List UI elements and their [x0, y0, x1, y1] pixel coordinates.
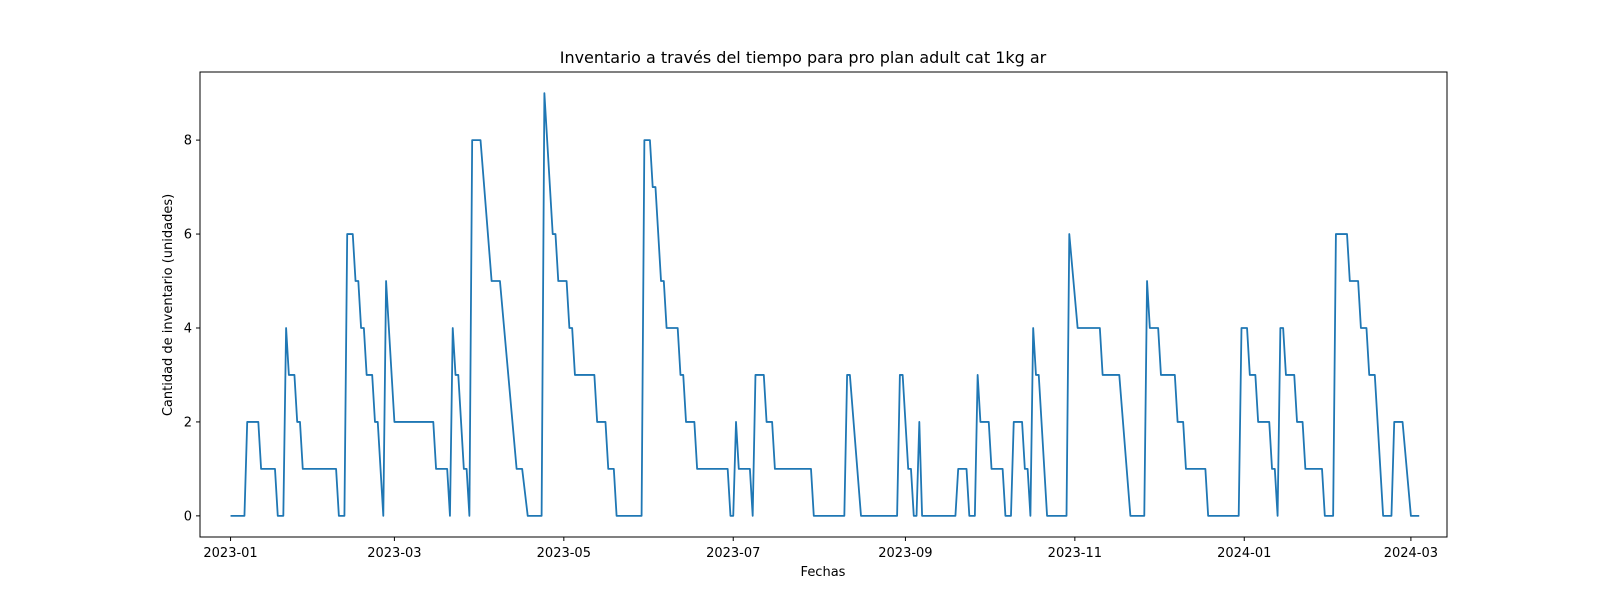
x-tick-label: 2023-05	[537, 546, 591, 561]
y-tick-label: 8	[184, 134, 192, 149]
x-axis-label: Fechas	[801, 565, 846, 580]
x-tick-label: 2023-09	[878, 546, 932, 561]
series-layer	[230, 92, 1420, 517]
plot-frame	[199, 71, 1448, 538]
x-tick-label: 2024-03	[1384, 546, 1438, 561]
x-axis-ticks: 2023-01 2023-03 2023-05 2023-07 2023-09 2023-…	[203, 537, 1438, 561]
chart-title: Inventario a través del tiempo para pro …	[560, 48, 1047, 67]
x-tick-label: 2023-11	[1048, 546, 1102, 561]
y-axis-label: Cantidad de inventario (unidades)	[161, 194, 176, 416]
x-tick-label: 2023-03	[367, 546, 421, 561]
x-tick-label: 2024-01	[1217, 546, 1271, 561]
x-tick-label: 2023-07	[706, 546, 760, 561]
plot-area: 2023-01 2023-03 2023-05 2023-07 2023-09 2023-…	[184, 71, 1448, 561]
x-tick-label: 2023-01	[203, 546, 257, 561]
y-tick-label: 2	[184, 415, 192, 430]
y-tick-label: 4	[184, 321, 192, 336]
inventory-series-line	[230, 92, 1420, 517]
y-tick-label: 6	[184, 228, 192, 243]
y-axis-ticks: 0 2 4 6 8	[184, 134, 200, 524]
y-tick-label: 0	[184, 509, 192, 524]
